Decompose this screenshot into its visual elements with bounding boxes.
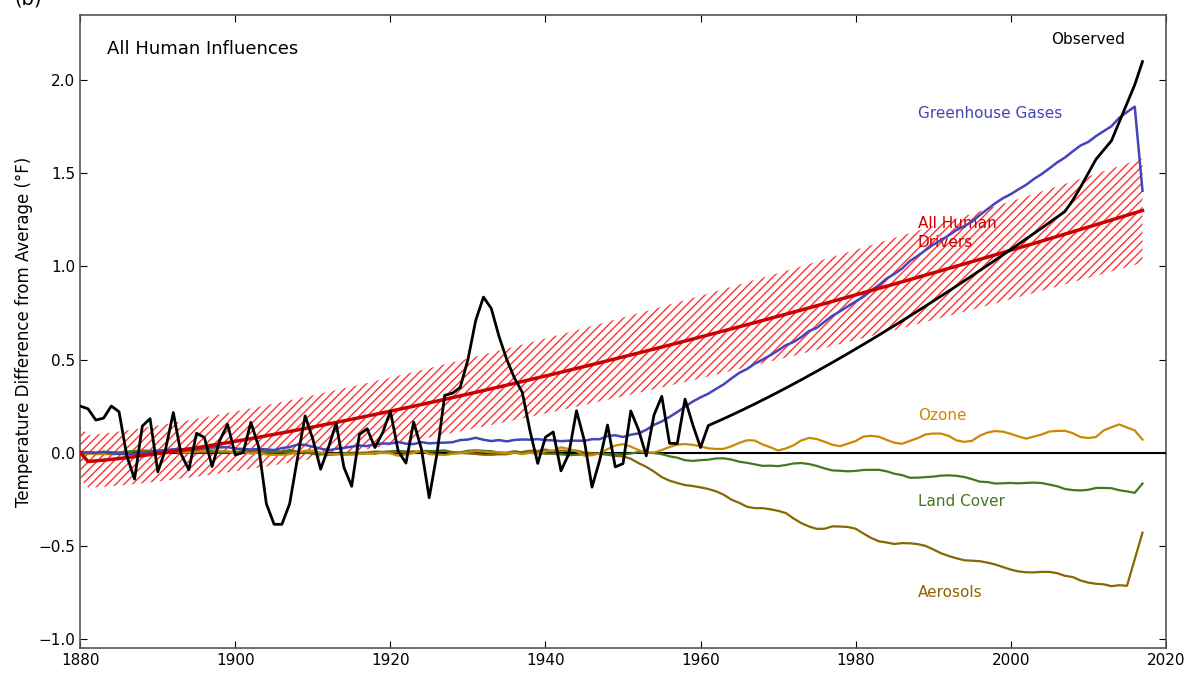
Text: (b): (b) xyxy=(14,0,42,8)
Text: Observed: Observed xyxy=(1051,31,1126,46)
Text: Aerosols: Aerosols xyxy=(918,585,983,600)
Text: All Human Influences: All Human Influences xyxy=(108,40,299,58)
Text: All Human
Drivers: All Human Drivers xyxy=(918,216,996,250)
Text: Ozone: Ozone xyxy=(918,408,966,423)
Text: Land Cover: Land Cover xyxy=(918,494,1004,509)
Y-axis label: Temperature Difference from Average (°F): Temperature Difference from Average (°F) xyxy=(14,156,34,507)
Text: Greenhouse Gases: Greenhouse Gases xyxy=(918,106,1062,121)
